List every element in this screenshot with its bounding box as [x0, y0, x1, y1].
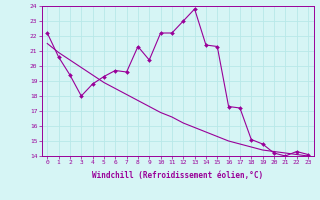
X-axis label: Windchill (Refroidissement éolien,°C): Windchill (Refroidissement éolien,°C)	[92, 171, 263, 180]
